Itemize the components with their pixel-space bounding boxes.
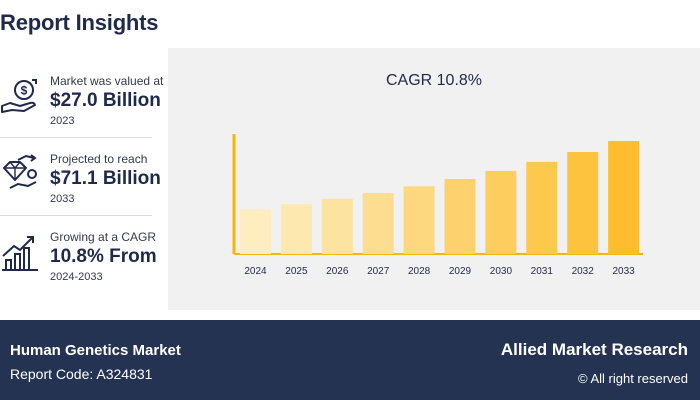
market-name: Human Genetics Market xyxy=(10,342,181,359)
svg-text:$: $ xyxy=(21,84,28,98)
stat-value: $71.1 Billion xyxy=(50,168,161,189)
x-tick-label-2029: 2029 xyxy=(449,266,472,277)
x-tick-label-2025: 2025 xyxy=(285,266,308,277)
bar-chart: 2024 2025 2026 2027 2028 2029 2030 2031 2032 2033 xyxy=(232,134,643,277)
stat-label: Projected to reach xyxy=(50,152,148,166)
x-tick-label-2030: 2030 xyxy=(490,266,513,277)
x-tick-label-2026: 2026 xyxy=(326,266,349,277)
brand-name: Allied Market Research xyxy=(500,340,688,359)
bar-2029 xyxy=(444,179,476,254)
stat-value: 10.8% From xyxy=(50,246,157,267)
x-tick-label-2028: 2028 xyxy=(408,266,431,277)
stat-year: 2033 xyxy=(50,193,75,205)
stat-cagr: Growing at a CAGR 10.8% From 2024-2033 xyxy=(0,216,157,294)
bar-2024 xyxy=(240,209,271,254)
bar-2030 xyxy=(485,170,517,254)
money-hand-icon: $ xyxy=(1,79,37,113)
x-tick-label-2027: 2027 xyxy=(367,266,390,277)
stat-label: Market was valued at xyxy=(50,74,164,88)
stat-projected-value: Projected to reach $71.1 Billion 2033 xyxy=(0,138,161,216)
stat-market-value: $ Market was valued at $27.0 Billion 202… xyxy=(0,60,163,138)
diamond-growth-icon xyxy=(3,154,37,189)
page-title: Report Insights xyxy=(0,10,159,35)
bar-2031 xyxy=(526,161,558,254)
bar-2027 xyxy=(362,192,394,254)
chart-panel: CAGR 10.8% 2024 2025 2026 2027 2028 2029 2030 2… xyxy=(168,48,700,310)
bar-2032 xyxy=(567,152,599,254)
stat-year: 2024-2033 xyxy=(50,271,103,283)
bar-2033 xyxy=(608,141,640,254)
copyright-text: © All right reserved xyxy=(577,371,688,386)
bar-growth-icon xyxy=(2,236,38,271)
chart-title: CAGR 10.8% xyxy=(385,72,483,89)
bar-2025 xyxy=(280,204,312,254)
report-code: Report Code: A324831 xyxy=(10,366,153,382)
bar-2028 xyxy=(403,186,435,254)
stats-panel: $ Market was valued at $27.0 Billion 202… xyxy=(0,60,163,294)
stat-label: Growing at a CAGR xyxy=(50,230,157,244)
x-tick-label-2024: 2024 xyxy=(244,266,267,277)
bar-2026 xyxy=(321,198,353,254)
footer: Human Genetics Market Report Code: A3248… xyxy=(0,320,700,400)
x-tick-label-2032: 2032 xyxy=(572,266,595,277)
x-tick-label-2031: 2031 xyxy=(531,266,554,277)
x-tick-label-2033: 2033 xyxy=(612,266,635,277)
stat-value: $27.0 Billion xyxy=(50,90,161,111)
stat-year: 2023 xyxy=(50,115,75,127)
